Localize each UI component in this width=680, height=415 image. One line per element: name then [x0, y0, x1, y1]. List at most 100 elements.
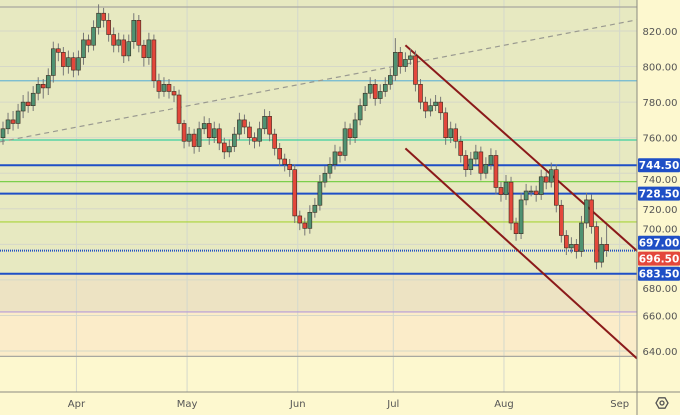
candle[interactable] — [96, 12, 101, 28]
candle[interactable] — [312, 204, 318, 213]
candle[interactable] — [533, 190, 539, 195]
candle[interactable] — [166, 84, 172, 92]
candle[interactable] — [86, 39, 91, 46]
candle[interactable] — [347, 128, 353, 138]
candle[interactable] — [91, 27, 96, 46]
candle[interactable] — [458, 140, 464, 156]
candle[interactable] — [161, 84, 167, 92]
candle[interactable] — [413, 55, 418, 85]
candle[interactable] — [302, 222, 308, 229]
candle[interactable] — [116, 39, 121, 46]
candle[interactable] — [227, 146, 232, 153]
candle[interactable] — [473, 151, 479, 160]
candle[interactable] — [106, 20, 111, 35]
candle[interactable] — [146, 39, 152, 58]
candle[interactable] — [201, 123, 207, 130]
candle[interactable] — [488, 155, 494, 165]
candle[interactable] — [468, 158, 474, 170]
candle[interactable] — [81, 39, 86, 58]
candle[interactable] — [418, 84, 423, 103]
candle[interactable] — [599, 244, 604, 263]
candle[interactable] — [523, 190, 529, 201]
candle[interactable] — [388, 75, 393, 85]
candle[interactable] — [322, 172, 328, 183]
candle[interactable] — [483, 164, 489, 174]
candle[interactable] — [181, 123, 187, 142]
candle[interactable] — [40, 84, 46, 89]
candle[interactable] — [438, 101, 443, 114]
trendline[interactable] — [0, 19, 638, 143]
candle[interactable] — [357, 105, 363, 121]
candle[interactable] — [393, 52, 398, 76]
candle[interactable] — [398, 52, 403, 67]
candle[interactable] — [277, 148, 282, 160]
candle[interactable] — [5, 119, 11, 130]
gear-icon[interactable] — [655, 397, 669, 409]
candle[interactable] — [604, 244, 609, 251]
candle[interactable] — [76, 57, 81, 71]
candle[interactable] — [242, 119, 247, 128]
candle[interactable] — [367, 84, 373, 94]
candle[interactable] — [176, 94, 182, 124]
candle[interactable] — [528, 190, 534, 193]
candle[interactable] — [327, 164, 333, 174]
candle[interactable] — [131, 20, 137, 42]
candle[interactable] — [45, 75, 51, 89]
candle[interactable] — [408, 55, 413, 60]
candle[interactable] — [151, 39, 157, 82]
candle[interactable] — [493, 155, 499, 188]
candle[interactable] — [548, 169, 554, 183]
candle[interactable] — [538, 176, 544, 195]
candle[interactable] — [61, 52, 66, 67]
candle[interactable] — [222, 142, 227, 153]
candle[interactable] — [594, 226, 599, 263]
candle[interactable] — [111, 34, 116, 46]
candle[interactable] — [101, 12, 106, 21]
candle[interactable] — [282, 158, 287, 165]
candle[interactable] — [211, 128, 217, 138]
candle[interactable] — [30, 92, 36, 106]
candle[interactable] — [196, 128, 202, 147]
candle[interactable] — [423, 101, 428, 112]
candle[interactable] — [559, 204, 564, 236]
candle[interactable] — [579, 222, 584, 252]
candle[interactable] — [71, 57, 76, 71]
candle[interactable] — [448, 128, 453, 138]
candle[interactable] — [0, 128, 6, 138]
candle[interactable] — [126, 41, 132, 57]
trendline[interactable] — [404, 44, 638, 252]
candle[interactable] — [589, 199, 594, 227]
candle[interactable] — [543, 176, 549, 183]
candle[interactable] — [252, 137, 257, 142]
candle[interactable] — [50, 48, 56, 76]
candle[interactable] — [186, 133, 192, 142]
candle[interactable] — [191, 133, 197, 147]
candle[interactable] — [428, 105, 433, 112]
candle[interactable] — [403, 59, 408, 67]
candle[interactable] — [237, 119, 242, 135]
candle[interactable] — [478, 151, 484, 174]
candle[interactable] — [307, 212, 313, 229]
candle[interactable] — [498, 187, 504, 195]
candle[interactable] — [297, 215, 303, 224]
candle[interactable] — [206, 123, 212, 138]
candle[interactable] — [35, 84, 41, 94]
candle[interactable] — [136, 20, 142, 46]
candle[interactable] — [362, 92, 368, 106]
candle[interactable] — [272, 133, 277, 149]
candle[interactable] — [443, 112, 448, 138]
candle[interactable] — [287, 164, 293, 170]
candle[interactable] — [569, 244, 574, 249]
candle[interactable] — [171, 91, 177, 96]
candle[interactable] — [56, 48, 61, 53]
candle[interactable] — [584, 199, 589, 224]
candle[interactable] — [10, 119, 16, 124]
candle[interactable] — [463, 155, 469, 170]
candle[interactable] — [247, 126, 252, 138]
candle[interactable] — [317, 181, 323, 206]
candle[interactable] — [342, 128, 348, 156]
candle[interactable] — [267, 116, 272, 135]
candle[interactable] — [518, 199, 524, 234]
candle[interactable] — [216, 128, 222, 144]
